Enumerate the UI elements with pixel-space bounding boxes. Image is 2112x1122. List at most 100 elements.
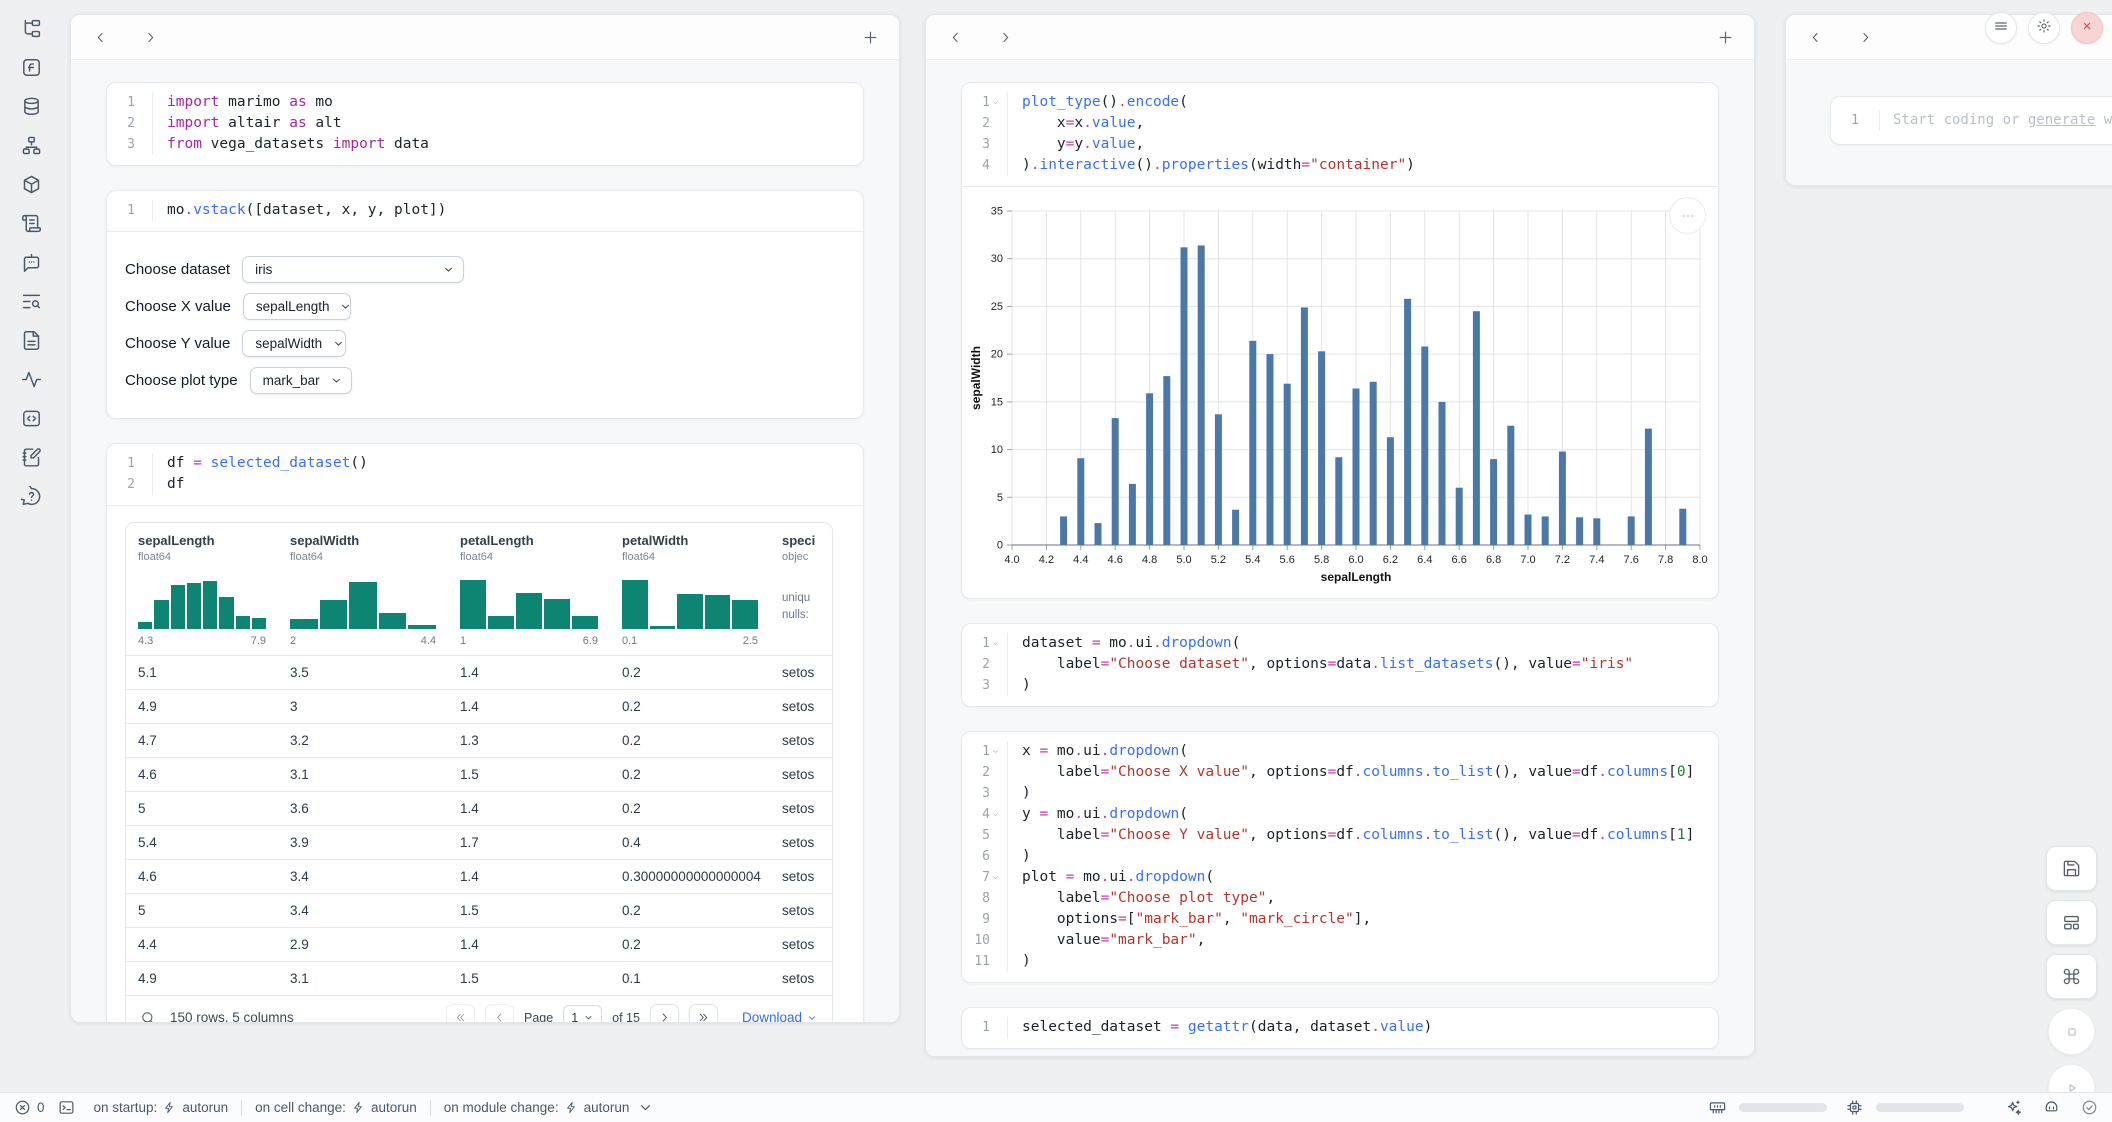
generate-link[interactable]: generate: [2028, 112, 2095, 128]
database-icon[interactable]: [19, 94, 43, 118]
fold-chevron-icon[interactable]: [991, 638, 1002, 649]
snippets-icon[interactable]: [19, 406, 43, 430]
dropdown-select[interactable]: mark_bar: [250, 367, 352, 394]
svg-text:4.6: 4.6: [1108, 554, 1123, 566]
table-row[interactable]: 4.63.41.40.30000000000000004setos: [126, 859, 832, 893]
scroll-icon[interactable]: [19, 211, 43, 235]
fold-chevron-icon[interactable]: [991, 746, 1002, 757]
bar-chart[interactable]: 4.04.24.44.64.85.05.25.45.65.86.06.26.46…: [966, 197, 1710, 589]
help-icon[interactable]: [19, 484, 43, 508]
prev-page-button[interactable]: [485, 1004, 514, 1024]
table-row[interactable]: 53.61.40.2setos: [126, 791, 832, 825]
table-row[interactable]: 4.42.91.40.2setos: [126, 927, 832, 961]
status-bar: 0 on startup: autorun on cell change: au…: [0, 1092, 2112, 1122]
page-select[interactable]: 1: [563, 1005, 602, 1024]
add-cell-button[interactable]: [859, 26, 881, 48]
first-page-button[interactable]: [446, 1004, 475, 1024]
on-cell-change-toggle[interactable]: on cell change: autorun: [255, 1100, 417, 1115]
column-prev-button[interactable]: [944, 26, 966, 48]
code-editor[interactable]: 1234plot_type().encode( x=x.value, y=y.v…: [962, 83, 1718, 186]
copilot-button[interactable]: [2043, 1099, 2060, 1116]
column-header[interactable]: petalWidthfloat640.12.5: [610, 523, 770, 655]
column-histogram: [622, 577, 758, 629]
notebook-icon[interactable]: [19, 445, 43, 469]
package-icon[interactable]: [19, 172, 43, 196]
add-cell-button[interactable]: [1714, 26, 1736, 48]
function-square-icon[interactable]: [19, 55, 43, 79]
terminal-button[interactable]: [58, 1099, 75, 1116]
dropdown-select[interactable]: sepalWidth: [242, 330, 346, 357]
stop-button[interactable]: [2048, 1008, 2095, 1055]
imports-cell: 123import marimo as moimport altair as a…: [106, 82, 864, 166]
svg-text:7.6: 7.6: [1624, 554, 1639, 566]
chat-bot-icon[interactable]: [19, 250, 43, 274]
dropdown-label: Choose plot type: [125, 372, 238, 389]
xyplot-dropdowns-cell: 1234567891011x = mo.ui.dropdown( label="…: [961, 731, 1719, 983]
doc-search-icon[interactable]: [19, 289, 43, 313]
svg-text:sepalLength: sepalLength: [1321, 570, 1392, 584]
keyboard-shortcuts-button[interactable]: [2046, 954, 2097, 999]
code-placeholder: Start coding or generate with: [1880, 110, 2112, 131]
table-row[interactable]: 4.63.11.50.2setos: [126, 757, 832, 791]
table-row[interactable]: 5.43.91.70.4setos: [126, 825, 832, 859]
dropdown-row: Choose Y valuesepalWidth: [125, 330, 845, 357]
on-module-change-toggle[interactable]: on module change: autorun: [444, 1099, 655, 1116]
column-next-button[interactable]: [1854, 26, 1876, 48]
layout-button[interactable]: [2046, 900, 2097, 945]
file-text-icon[interactable]: [19, 328, 43, 352]
page-count-label: of 15: [612, 1011, 640, 1024]
next-page-button[interactable]: [650, 1004, 679, 1024]
notebook-column-middle: 1234plot_type().encode( x=x.value, y=y.v…: [925, 14, 1755, 1057]
column-header[interactable]: sepalWidthfloat6424.4: [278, 523, 448, 655]
code-editor[interactable]: 1selected_dataset = getattr(data, datase…: [962, 1008, 1718, 1048]
code-editor[interactable]: 12df = selected_dataset()df: [107, 444, 863, 505]
dropdown-select[interactable]: sepalLength: [243, 293, 351, 320]
activity-icon[interactable]: [19, 367, 43, 391]
settings-button[interactable]: [2028, 12, 2060, 44]
chevron-down-icon: [442, 263, 455, 276]
save-button[interactable]: [2046, 846, 2097, 891]
column-next-button[interactable]: [994, 26, 1016, 48]
column-header[interactable]: sepalLengthfloat644.37.9: [126, 523, 278, 655]
column-header[interactable]: speciobjecuniqunulls:: [770, 523, 830, 655]
column-header[interactable]: petalLengthfloat6416.9: [448, 523, 610, 655]
svg-text:6.0: 6.0: [1348, 554, 1363, 566]
code-editor[interactable]: 1234567891011x = mo.ui.dropdown( label="…: [962, 732, 1718, 982]
scratchpad-cell[interactable]: 1 Start coding or generate with: [1830, 96, 2112, 145]
search-icon[interactable]: [140, 1010, 156, 1024]
table-row[interactable]: 4.73.21.30.2setos: [126, 723, 832, 757]
connection-status-icon[interactable]: [2081, 1099, 2098, 1116]
middle-panel-header: [926, 15, 1754, 60]
error-count-badge[interactable]: 0: [14, 1099, 45, 1116]
download-button[interactable]: Download: [742, 1010, 818, 1023]
column-prev-button[interactable]: [1804, 26, 1826, 48]
fold-chevron-icon[interactable]: [991, 872, 1002, 883]
table-footer: 150 rows, 5 columnsPage1of 15Download: [126, 995, 832, 1023]
svg-text:5.2: 5.2: [1211, 554, 1226, 566]
dependency-graph-icon[interactable]: [19, 133, 43, 157]
on-startup-toggle[interactable]: on startup: autorun: [94, 1100, 229, 1115]
close-button[interactable]: [2071, 12, 2103, 44]
svg-text:5: 5: [997, 492, 1003, 504]
dropdown-label: Choose X value: [125, 298, 231, 315]
code-editor[interactable]: 123import marimo as moimport altair as a…: [107, 83, 863, 165]
chart-menu-button[interactable]: [1669, 197, 1706, 234]
ai-sparkles-button[interactable]: [2005, 1099, 2022, 1116]
table-row[interactable]: 4.931.40.2setos: [126, 689, 832, 723]
fold-chevron-icon[interactable]: [991, 809, 1002, 820]
code-editor[interactable]: 1mo.vstack([dataset, x, y, plot]): [107, 191, 863, 231]
fold-chevron-icon[interactable]: [991, 97, 1002, 108]
dropdown-select[interactable]: iris: [242, 256, 464, 283]
column-prev-button[interactable]: [89, 26, 111, 48]
file-tree-icon[interactable]: [19, 16, 43, 40]
chevron-down-icon: [637, 1099, 654, 1116]
last-page-button[interactable]: [689, 1004, 718, 1024]
svg-text:6.8: 6.8: [1486, 554, 1501, 566]
table-row[interactable]: 4.93.11.50.1setos: [126, 961, 832, 995]
column-next-button[interactable]: [139, 26, 161, 48]
marimo-app: 123import marimo as moimport altair as a…: [0, 0, 2112, 1122]
table-row[interactable]: 5.13.51.40.2setos: [126, 655, 832, 689]
code-editor[interactable]: 123dataset = mo.ui.dropdown( label="Choo…: [962, 624, 1718, 706]
table-row[interactable]: 53.41.50.2setos: [126, 893, 832, 927]
menu-button[interactable]: [1985, 12, 2017, 44]
